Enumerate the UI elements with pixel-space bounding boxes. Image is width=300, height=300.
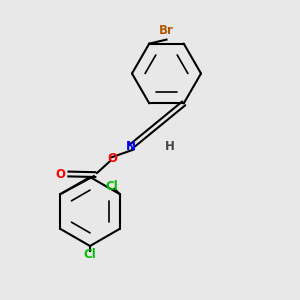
Text: H: H bbox=[164, 140, 174, 154]
Text: Br: Br bbox=[159, 25, 174, 38]
Text: O: O bbox=[107, 152, 118, 165]
Text: O: O bbox=[56, 167, 65, 181]
Text: Cl: Cl bbox=[84, 248, 96, 260]
Text: N: N bbox=[125, 140, 136, 154]
Text: Cl: Cl bbox=[106, 180, 118, 193]
